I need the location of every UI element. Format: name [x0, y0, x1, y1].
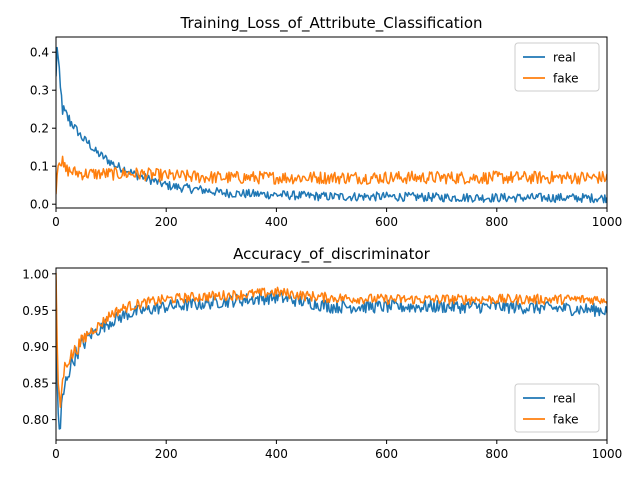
chart-title: Accuracy_of_discriminator [233, 245, 431, 264]
chart-title: Training_Loss_of_Attribute_Classificatio… [179, 14, 482, 33]
y-tick-label: 0.90 [22, 340, 49, 354]
x-tick-label: 1000 [592, 215, 623, 229]
y-tick-label: 0.1 [30, 160, 49, 174]
x-tick-label: 0 [52, 215, 60, 229]
legend-box [514, 383, 600, 433]
series-line-fake [56, 272, 607, 408]
x-tick-label: 0 [52, 447, 60, 461]
series-line-fake [56, 155, 607, 195]
x-tick-label: 600 [375, 447, 398, 461]
x-tick-label: 400 [265, 447, 288, 461]
x-tick-label: 1000 [592, 447, 623, 461]
y-tick-label: 0.85 [22, 377, 49, 391]
x-tick-label: 600 [375, 215, 398, 229]
y-tick-label: 0.3 [30, 84, 49, 98]
legend: real fake [514, 42, 600, 92]
x-tick-label: 200 [155, 447, 178, 461]
legend: real fake [514, 383, 600, 433]
x-tick-label: 800 [485, 215, 508, 229]
legend-label-fake: fake [553, 72, 578, 86]
y-tick-label: 1.00 [22, 267, 49, 281]
y-tick-label: 0.95 [22, 304, 49, 318]
legend-label-real: real [553, 392, 576, 406]
x-tick-label: 200 [155, 215, 178, 229]
plot-frame [55, 36, 608, 209]
y-tick-label: 0.0 [30, 198, 49, 212]
series-line-real [56, 280, 607, 430]
plot-frame [55, 267, 608, 441]
y-tick-label: 0.4 [30, 46, 49, 60]
legend-label-real: real [553, 51, 576, 65]
x-tick-label: 400 [265, 215, 288, 229]
x-tick-label: 800 [485, 447, 508, 461]
chart-2: Accuracy_of_discriminator 0 200 400 600 800 10… [22, 245, 622, 461]
series-line-real [56, 46, 607, 204]
chart-1: Training_Loss_of_Attribute_Classificatio… [30, 14, 622, 229]
legend-label-fake: fake [553, 413, 578, 427]
legend-box [514, 42, 600, 92]
y-tick-label: 0.80 [22, 413, 49, 427]
y-tick-label: 0.2 [30, 122, 49, 136]
